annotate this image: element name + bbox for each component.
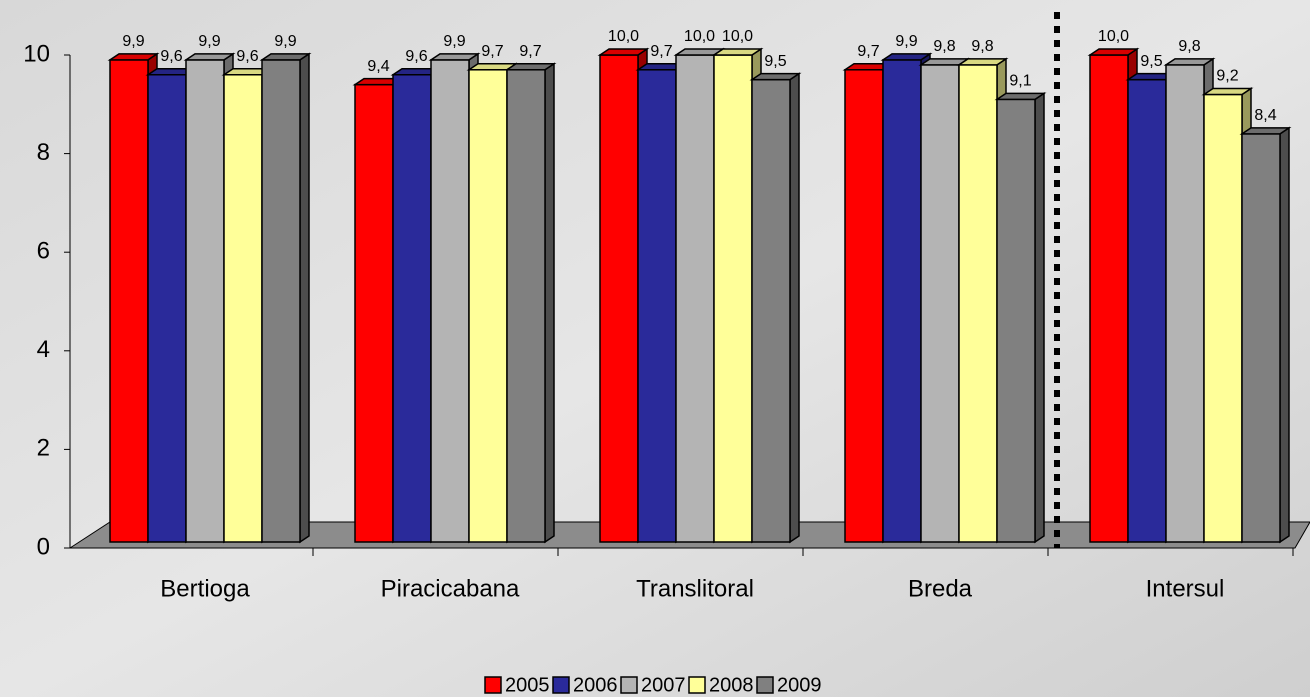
x-tick-label: Translitoral xyxy=(636,575,754,602)
data-label: 10,0 xyxy=(1098,28,1129,45)
data-label: 9,7 xyxy=(481,43,503,60)
data-label: 9,6 xyxy=(236,48,258,65)
data-label: 9,2 xyxy=(1216,68,1238,85)
y-tick-label: 10 xyxy=(23,40,50,67)
bar xyxy=(354,83,394,543)
bar xyxy=(147,73,187,543)
bar-side xyxy=(544,62,555,544)
legend-swatch xyxy=(552,676,570,694)
y-tick-label: 4 xyxy=(37,336,50,363)
bar xyxy=(882,59,922,543)
bar-top xyxy=(597,48,650,56)
bar-top xyxy=(956,58,1009,66)
bar-top xyxy=(880,53,933,61)
bar xyxy=(223,73,263,543)
bar xyxy=(430,59,470,543)
data-label: 9,8 xyxy=(933,38,955,55)
legend-swatch xyxy=(756,676,774,694)
bar-top xyxy=(183,53,236,61)
data-label: 9,7 xyxy=(519,43,541,60)
bar xyxy=(468,69,508,543)
bar xyxy=(599,54,639,543)
data-label: 9,7 xyxy=(857,43,879,60)
bar xyxy=(392,73,432,543)
bar xyxy=(1241,133,1281,543)
bar-top xyxy=(711,48,764,56)
bar xyxy=(996,98,1036,543)
bar xyxy=(958,64,998,543)
bar-side xyxy=(299,52,310,544)
bar-top xyxy=(107,53,160,61)
bar-top xyxy=(749,72,802,81)
x-tick-label: Breda xyxy=(908,575,973,602)
y-tick-label: 2 xyxy=(37,435,50,462)
data-label: 9,4 xyxy=(367,58,389,75)
data-label: 9,9 xyxy=(274,33,296,50)
data-label: 9,6 xyxy=(405,48,427,65)
bar-top xyxy=(1239,127,1292,135)
data-label: 9,7 xyxy=(650,43,672,60)
bar-top xyxy=(994,92,1047,101)
bar xyxy=(713,54,753,543)
legend-swatch xyxy=(484,676,502,694)
data-label: 9,5 xyxy=(1140,53,1162,70)
legend-label: 2009 xyxy=(777,674,822,696)
data-label: 9,8 xyxy=(971,38,993,55)
bar xyxy=(844,69,884,543)
bar-top xyxy=(1163,58,1216,66)
x-tick-label: Piracicabana xyxy=(381,575,520,602)
data-label: 9,8 xyxy=(1178,38,1200,55)
bar xyxy=(1165,64,1205,543)
y-tick-label: 8 xyxy=(37,139,50,166)
data-label: 9,9 xyxy=(895,33,917,50)
data-label: 9,9 xyxy=(122,33,144,50)
y-tick-label: 0 xyxy=(37,533,50,560)
bar xyxy=(1203,93,1243,543)
data-label: 9,9 xyxy=(443,33,465,50)
legend-label: 2007 xyxy=(641,674,686,696)
legend-swatch xyxy=(620,676,638,694)
data-label: 9,5 xyxy=(764,53,786,70)
data-label: 10,0 xyxy=(722,28,753,45)
bar xyxy=(675,54,715,543)
data-label: 10,0 xyxy=(608,28,639,45)
data-label: 10,0 xyxy=(684,28,715,45)
legend-swatch xyxy=(688,676,706,694)
data-label: 9,1 xyxy=(1009,73,1031,90)
bar xyxy=(109,59,149,543)
bar-top xyxy=(1201,87,1254,96)
bar-top xyxy=(428,53,481,61)
bar xyxy=(1127,78,1167,543)
legend-label: 2005 xyxy=(505,674,550,696)
legend-label: 2008 xyxy=(709,674,754,696)
y-tick-label: 6 xyxy=(37,238,50,265)
bar-side xyxy=(789,72,800,544)
bar xyxy=(920,64,960,543)
bar xyxy=(185,59,225,543)
bar-top xyxy=(259,53,312,61)
legend-label: 2006 xyxy=(573,674,618,696)
x-tick-label: Intersul xyxy=(1146,575,1225,602)
bar xyxy=(261,59,301,543)
bar-side xyxy=(1279,126,1290,544)
bar-top xyxy=(504,63,557,71)
data-label: 9,9 xyxy=(198,33,220,50)
bar xyxy=(506,69,546,543)
bar-side xyxy=(1034,91,1045,544)
bar xyxy=(1089,54,1129,543)
bar xyxy=(637,69,677,543)
bar xyxy=(751,78,791,543)
x-tick-label: Bertioga xyxy=(160,575,250,602)
data-label: 8,4 xyxy=(1254,107,1276,124)
data-label: 9,6 xyxy=(160,48,182,65)
bar-top xyxy=(1087,48,1140,56)
